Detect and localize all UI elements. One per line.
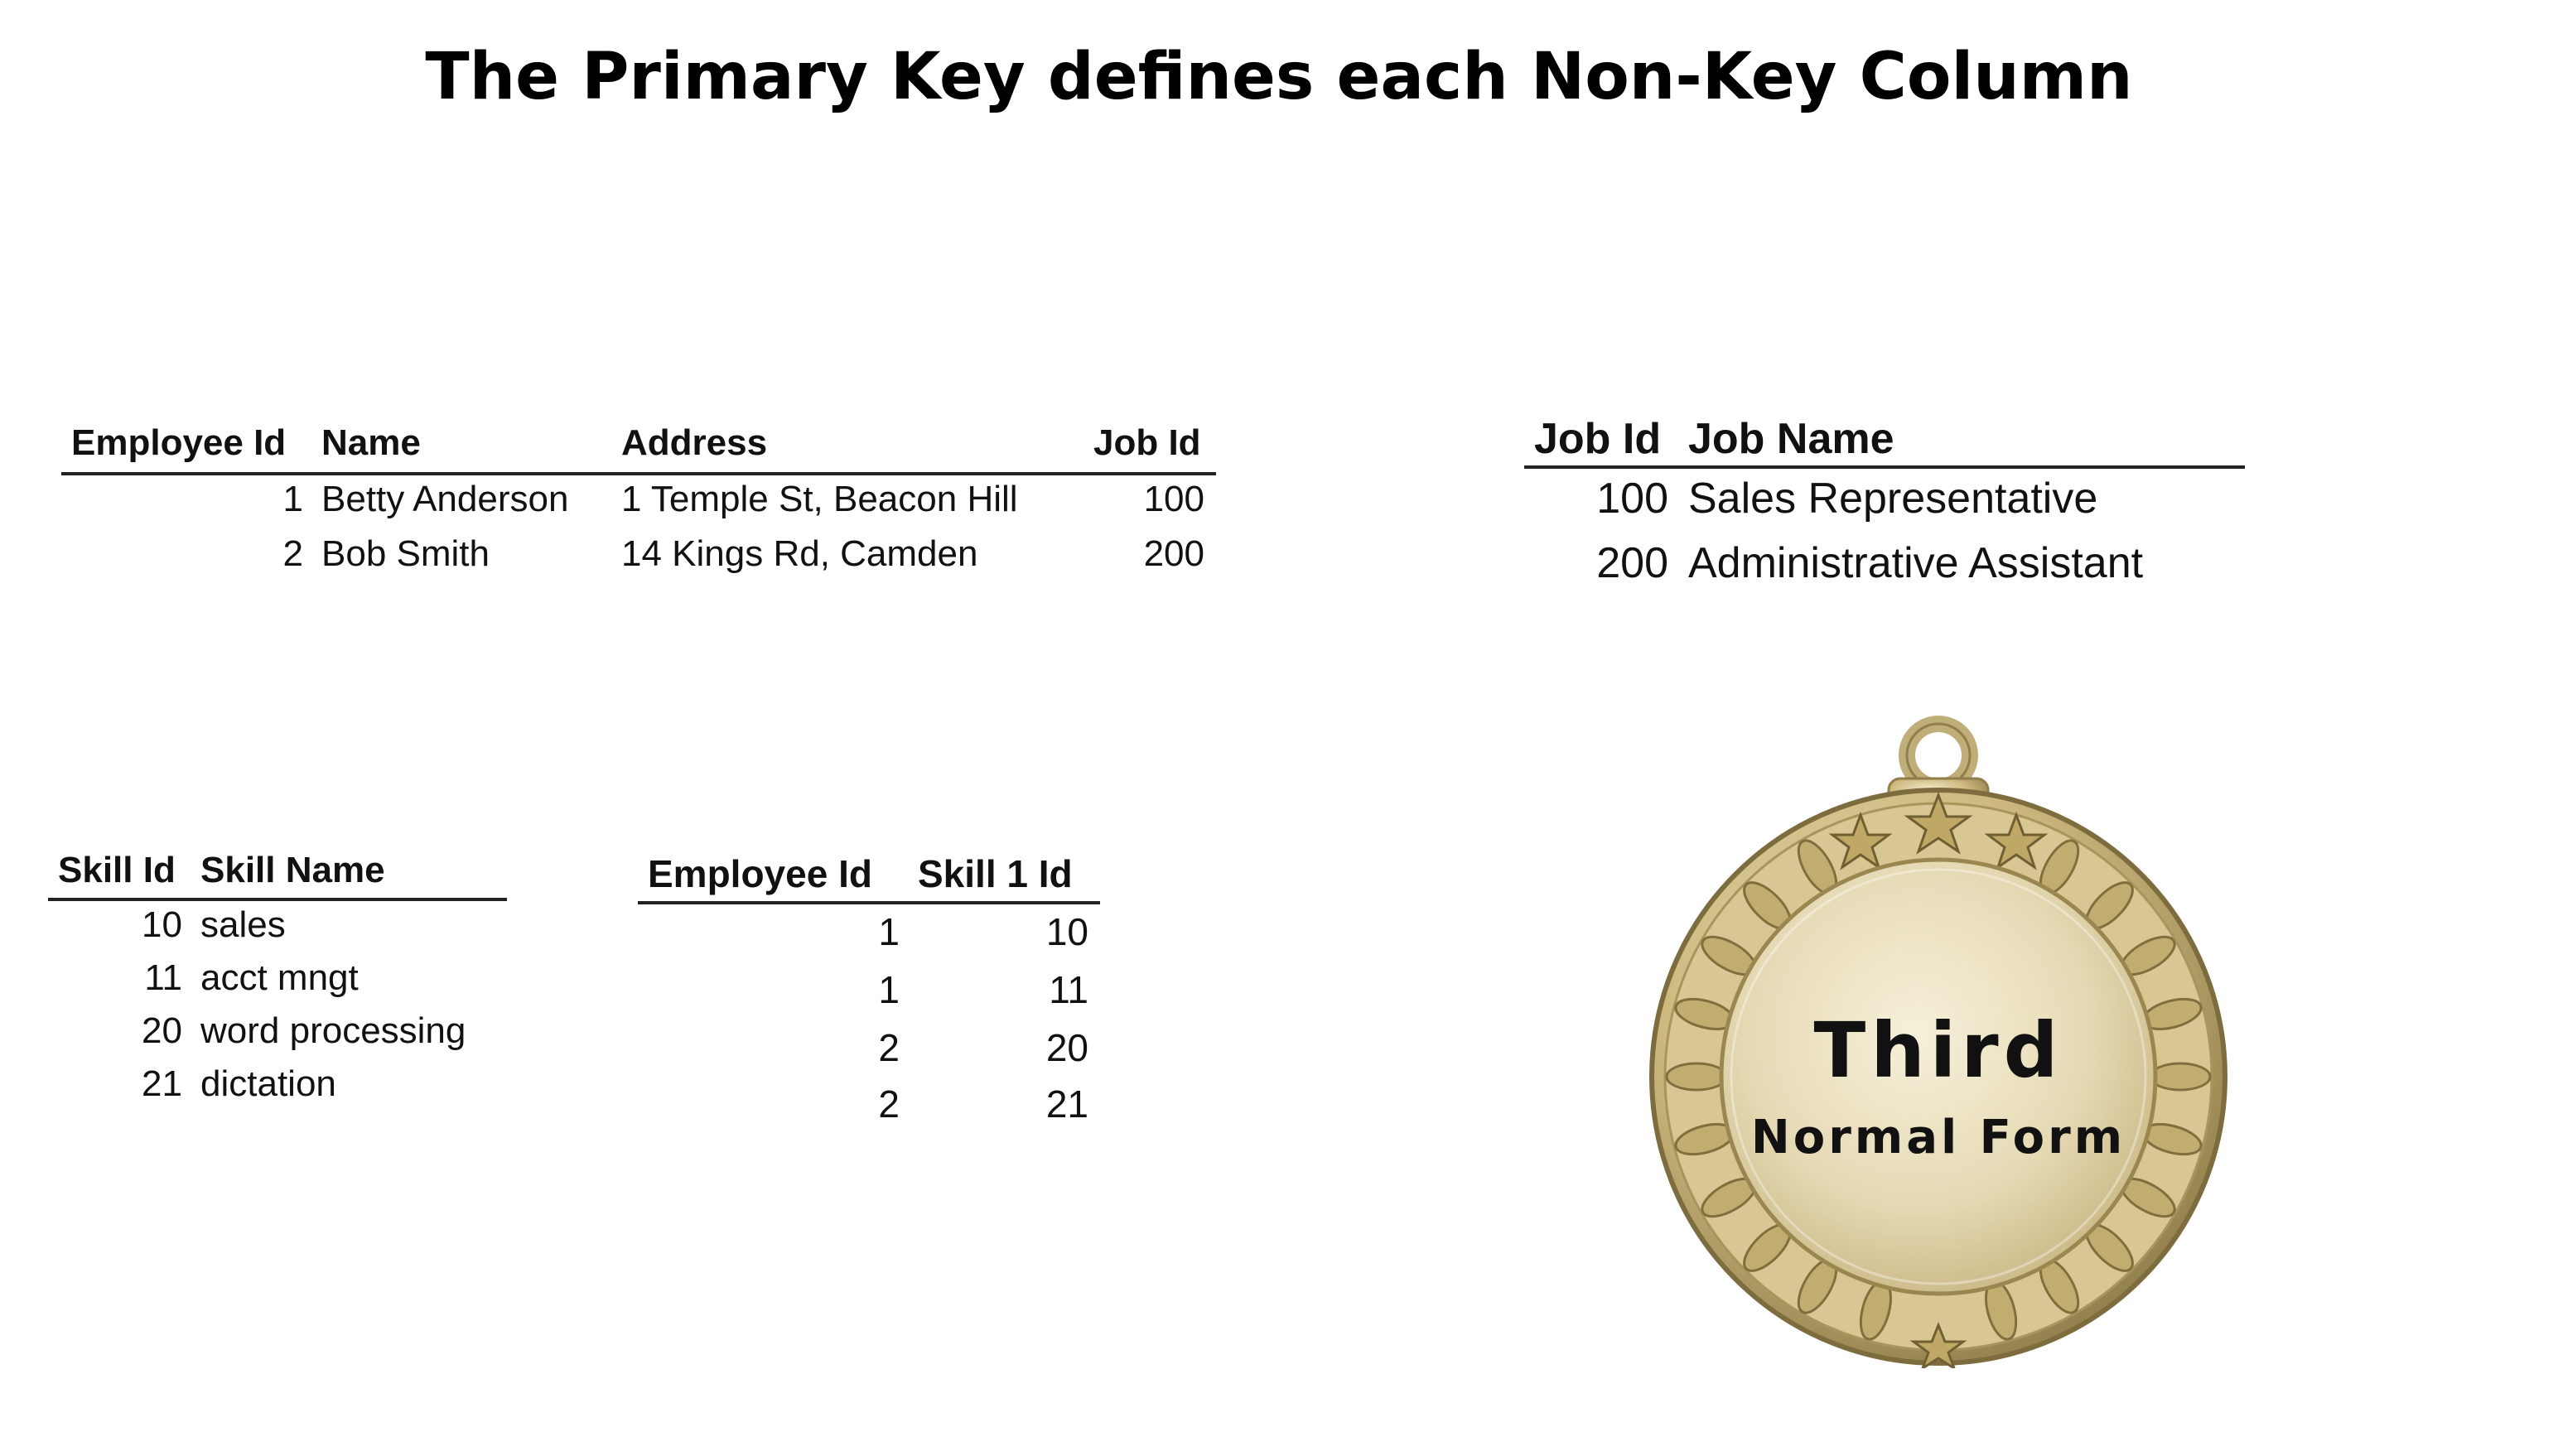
slide-title: The Primary Key defines each Non-Key Col…: [425, 40, 2133, 114]
table-cell: Betty Anderson: [321, 479, 569, 519]
table-cell: 10: [1045, 910, 1088, 953]
medal-stars: [1828, 791, 2049, 1368]
table-cell: 1: [878, 910, 900, 953]
table-cell: 21: [142, 1063, 182, 1104]
table-cell: 100: [1596, 475, 1668, 523]
medal-face: [1719, 857, 2158, 1296]
table-cell: dictation: [200, 1063, 336, 1104]
table-cell: Bob Smith: [321, 533, 490, 574]
column-header-job-id: Job Id: [1534, 415, 1662, 463]
header-underline: [61, 472, 1216, 475]
medal-line1: Third: [1813, 1006, 2063, 1095]
table-cell: 2: [878, 1026, 900, 1069]
column-header-skill-1-id: Skill 1 Id: [918, 852, 1073, 895]
table-cell: 1: [282, 479, 303, 519]
table-cell: 11: [1049, 968, 1088, 1011]
table-cell: 10: [142, 904, 182, 945]
header-underline: [1524, 465, 2245, 469]
table-cell: Sales Representative: [1688, 475, 2098, 523]
column-header-name: Name: [321, 422, 421, 463]
table-cell: word processing: [200, 1010, 466, 1051]
column-header-employee-id: Employee Id: [648, 852, 872, 895]
table-cell: 2: [878, 1082, 900, 1126]
table-cell: 200: [1143, 533, 1204, 574]
column-header-address: Address: [621, 422, 768, 463]
column-header-job-name: Job Name: [1688, 415, 1894, 463]
table-cell: 21: [1045, 1082, 1088, 1126]
column-header-skill-name: Skill Name: [200, 850, 385, 890]
laurel-wreath: [1665, 839, 2212, 1341]
employee-skill-table: Employee Id Skill 1 Id 1 10 1 11 2 20 2 …: [638, 851, 1100, 1133]
medal-line2: Normal Form: [1751, 1111, 2126, 1164]
table-cell: 1 Temple St, Beacon Hill: [621, 479, 1018, 519]
table-cell: Administrative Assistant: [1688, 539, 2144, 587]
table-cell: 2: [282, 533, 303, 574]
header-underline: [638, 901, 1100, 904]
table-cell: 100: [1143, 479, 1204, 519]
table-cell: 11: [144, 957, 182, 998]
column-header-skill-id: Skill Id: [58, 850, 176, 890]
column-header-employee-id: Employee Id: [71, 422, 287, 463]
table-cell: 1: [878, 968, 900, 1011]
table-cell: sales: [200, 904, 286, 945]
medal-icon: Third Normal Form: [1649, 716, 2227, 1368]
table-cell: 20: [142, 1010, 182, 1051]
table-cell: 20: [1045, 1026, 1088, 1069]
table-cell: 200: [1596, 539, 1668, 587]
column-header-job-id: Job Id: [1093, 422, 1201, 463]
skill-table: Skill Id Skill Name 10 sales 11 acct mng…: [48, 850, 507, 1115]
job-table: Job Id Job Name 100 Sales Representative…: [1524, 414, 2245, 605]
header-underline: [48, 898, 507, 901]
table-cell: acct mngt: [200, 957, 359, 998]
table-cell: 14 Kings Rd, Camden: [621, 533, 978, 574]
employee-table: Employee Id Name Address Job Id 1 Betty …: [61, 422, 1216, 588]
